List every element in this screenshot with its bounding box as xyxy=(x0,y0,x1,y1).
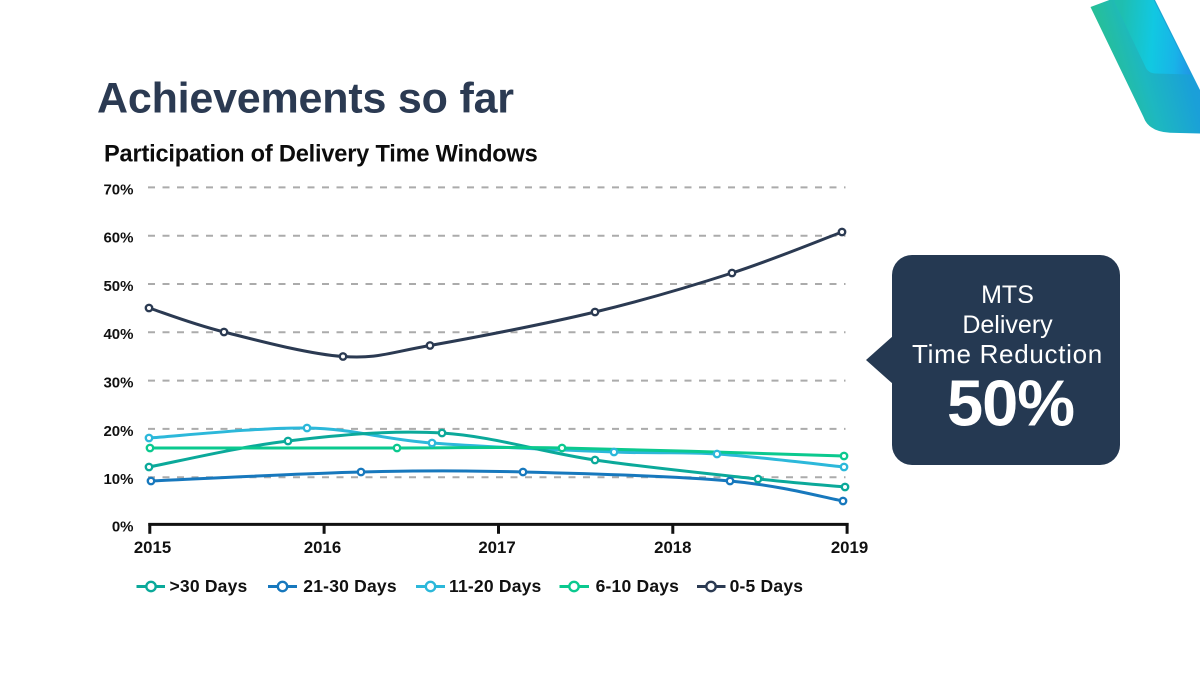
svg-text:6-10 Days: 6-10 Days xyxy=(596,576,680,596)
svg-text:30%: 30% xyxy=(103,375,133,392)
svg-text:50%: 50% xyxy=(947,367,1074,440)
svg-text:Participation of Delivery Time: Participation of Delivery Time Windows xyxy=(104,142,538,168)
svg-text:50%: 50% xyxy=(103,278,133,295)
svg-text:2015: 2015 xyxy=(134,538,171,557)
svg-text:2019: 2019 xyxy=(831,538,868,557)
svg-text:>30 Days: >30 Days xyxy=(170,576,248,596)
svg-text:20%: 20% xyxy=(103,423,133,440)
svg-text:0-5 Days: 0-5 Days xyxy=(730,576,804,596)
svg-text:2016: 2016 xyxy=(304,538,341,557)
svg-text:MTS: MTS xyxy=(981,281,1034,309)
svg-text:21-30 Days: 21-30 Days xyxy=(303,576,397,596)
svg-text:Achievements so far: Achievements so far xyxy=(97,75,514,123)
svg-text:40%: 40% xyxy=(103,326,133,343)
svg-text:Time Reduction: Time Reduction xyxy=(912,339,1103,369)
svg-text:70%: 70% xyxy=(103,181,133,198)
svg-text:60%: 60% xyxy=(103,230,133,247)
svg-text:2017: 2017 xyxy=(478,538,515,557)
svg-text:0%: 0% xyxy=(112,518,134,535)
svg-text:2018: 2018 xyxy=(654,538,691,557)
svg-text:10%: 10% xyxy=(103,471,133,488)
svg-text:Delivery: Delivery xyxy=(962,311,1053,339)
svg-text:11-20 Days: 11-20 Days xyxy=(449,576,542,596)
